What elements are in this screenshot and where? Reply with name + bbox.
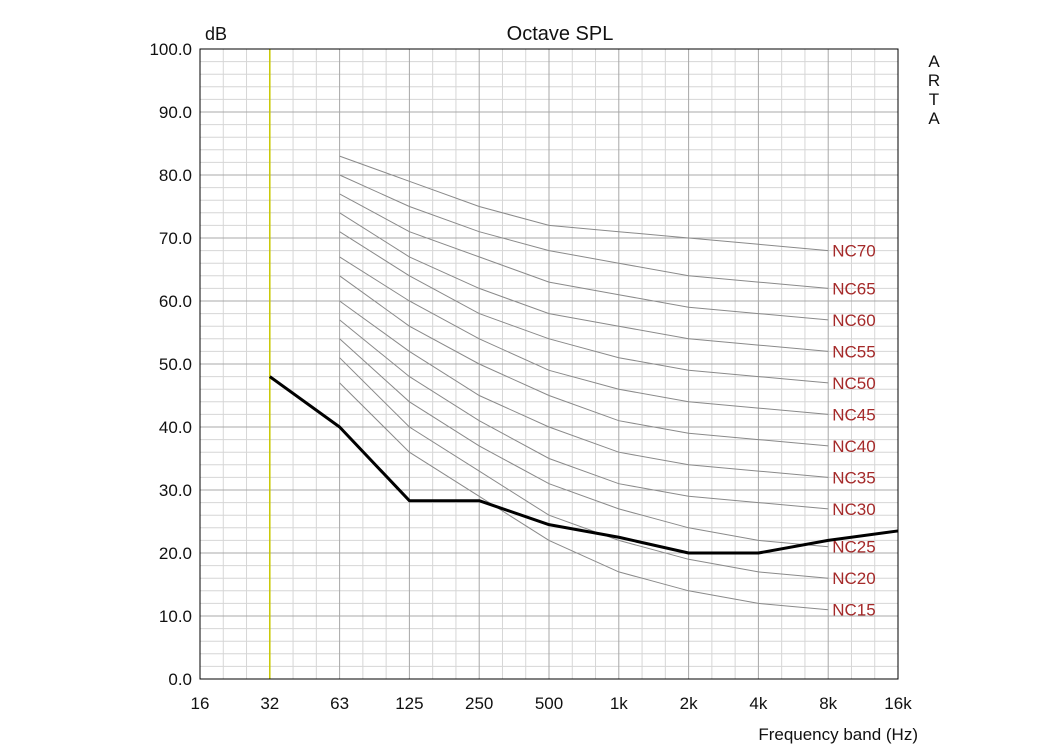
nc-curves bbox=[339, 155, 829, 611]
nc-label-nc55: NC55 bbox=[832, 342, 875, 361]
y-axis-unit-label: dB bbox=[205, 24, 227, 44]
nc-curve-nc55 bbox=[339, 212, 829, 352]
nc-label-nc35: NC35 bbox=[832, 468, 875, 487]
y-tick-label: 100.0 bbox=[149, 40, 192, 59]
nc-curve-nc70 bbox=[339, 155, 829, 252]
nc-curve-labels: NC70 NC65 NC60 NC55 NC50 NC45 NC40 NC35 NC30 NC25… bbox=[832, 242, 875, 620]
x-tick-label: 1k bbox=[610, 694, 628, 713]
x-tick-label: 63 bbox=[330, 694, 349, 713]
y-tick-label: 10.0 bbox=[159, 607, 192, 626]
nc-curve-nc25 bbox=[339, 338, 829, 548]
x-tick-label: 8k bbox=[819, 694, 837, 713]
nc-label-nc20: NC20 bbox=[832, 569, 875, 588]
nc-curve-nc20 bbox=[339, 357, 829, 579]
nc-curve-nc50 bbox=[339, 231, 829, 384]
measured-spl-line bbox=[268, 375, 899, 555]
chart-title: Octave SPL bbox=[507, 23, 614, 45]
x-tick-label: 4k bbox=[749, 694, 767, 713]
nc-label-nc70: NC70 bbox=[832, 242, 875, 261]
nc-curve-nc60 bbox=[339, 193, 829, 321]
nc-label-nc50: NC50 bbox=[832, 374, 875, 393]
nc-curve-nc45 bbox=[339, 256, 829, 415]
arta-letter: A bbox=[928, 52, 940, 71]
x-tick-label: 125 bbox=[395, 694, 423, 713]
nc-curve-nc30 bbox=[339, 319, 829, 510]
nc-label-nc15: NC15 bbox=[832, 601, 875, 620]
nc-label-nc40: NC40 bbox=[832, 437, 875, 456]
x-axis-label: Frequency band (Hz) bbox=[758, 725, 918, 744]
y-tick-label: 50.0 bbox=[159, 355, 192, 374]
y-tick-label: 60.0 bbox=[159, 292, 192, 311]
x-tick-label: 16k bbox=[884, 694, 912, 713]
x-tick-label: 500 bbox=[535, 694, 563, 713]
arta-letter: A bbox=[928, 109, 940, 128]
y-tick-label: 20.0 bbox=[159, 544, 192, 563]
x-tick-label: 32 bbox=[260, 694, 279, 713]
nc-label-nc60: NC60 bbox=[832, 311, 875, 330]
nc-label-nc45: NC45 bbox=[832, 405, 875, 424]
plot-frame bbox=[199, 48, 899, 680]
x-tick-label: 250 bbox=[465, 694, 493, 713]
nc-label-nc65: NC65 bbox=[832, 279, 875, 298]
x-tick-labels: 16 32 63 125 250 500 1k 2k 4k 8k 16k bbox=[191, 694, 913, 713]
y-tick-label: 30.0 bbox=[159, 481, 192, 500]
y-tick-label: 0.0 bbox=[168, 670, 192, 689]
nc-label-nc30: NC30 bbox=[832, 500, 875, 519]
nc-curve-nc40 bbox=[339, 275, 829, 447]
y-tick-label: 70.0 bbox=[159, 229, 192, 248]
y-tick-label: 40.0 bbox=[159, 418, 192, 437]
grid bbox=[199, 48, 899, 680]
x-tick-label: 2k bbox=[680, 694, 698, 713]
nc-curve-nc15 bbox=[339, 382, 829, 611]
y-tick-label: 80.0 bbox=[159, 166, 192, 185]
y-tick-labels: 0.0 10.0 20.0 30.0 40.0 50.0 60.0 70.0 80.0 90.0 1… bbox=[149, 40, 192, 689]
y-tick-label: 90.0 bbox=[159, 103, 192, 122]
nc-curve-nc65 bbox=[339, 174, 829, 289]
arta-letter: R bbox=[928, 71, 940, 90]
arta-letter: T bbox=[929, 90, 939, 109]
x-tick-label: 16 bbox=[191, 694, 210, 713]
nc-label-nc25: NC25 bbox=[832, 538, 875, 557]
nc-curve-nc35 bbox=[339, 300, 829, 478]
